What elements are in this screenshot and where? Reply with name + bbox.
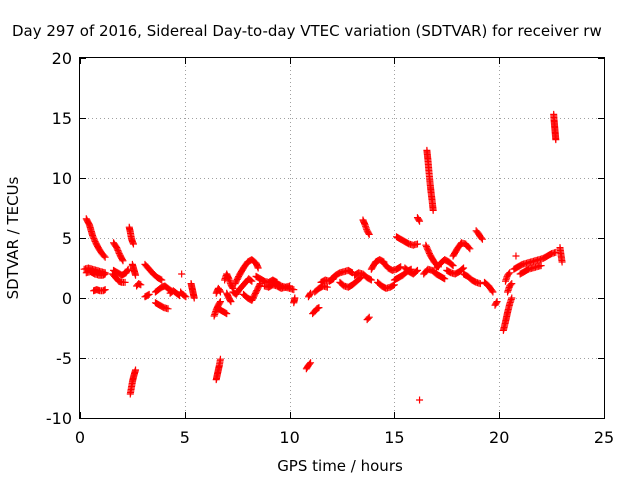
data-point (306, 360, 314, 368)
x-tick-label: 0 (75, 428, 85, 447)
data-point (505, 270, 513, 278)
data-point (101, 253, 109, 261)
data-point (290, 286, 298, 294)
data-point (323, 283, 331, 291)
x-tick-label: 15 (384, 428, 404, 447)
data-point (137, 281, 145, 289)
plot-frame (79, 57, 605, 419)
y-tick-label: 0 (62, 289, 72, 308)
data-point (101, 270, 109, 278)
data-point (100, 252, 108, 260)
data-point (182, 293, 190, 301)
data-point (119, 257, 127, 265)
data-point (512, 252, 520, 260)
data-point (228, 283, 236, 291)
data-point (488, 287, 496, 295)
data-point (441, 275, 449, 283)
data-point (429, 206, 437, 214)
data-point (537, 262, 545, 270)
y-tick-label: -5 (56, 349, 72, 368)
y-tick-label: 20 (52, 49, 72, 68)
data-point (365, 229, 373, 237)
data-point (145, 290, 153, 298)
data-point (247, 276, 255, 284)
data-point (256, 281, 264, 289)
data-point (223, 310, 231, 318)
y-tick-label: 10 (52, 169, 72, 188)
data-point (190, 294, 198, 302)
data-point (365, 230, 373, 238)
data-point (415, 216, 423, 224)
data-point (507, 281, 515, 289)
data-point (124, 266, 132, 274)
data-point (508, 280, 516, 288)
data-point (413, 240, 421, 248)
data-point (493, 298, 501, 306)
y-tick-label: 5 (62, 229, 72, 248)
data-point (449, 262, 457, 270)
data-point (365, 313, 373, 321)
data-point (315, 304, 323, 312)
axis-ticks: 0 5 10 15 20 25 -10 -5 0 5 10 15 20 (46, 49, 614, 447)
data-point (367, 276, 375, 284)
data-point (412, 267, 420, 275)
data-point (508, 294, 516, 302)
data-point (129, 240, 137, 248)
data-point (466, 245, 474, 253)
data-point (132, 271, 140, 279)
data-point (216, 299, 224, 307)
data-point (216, 298, 224, 306)
data-point (558, 258, 566, 266)
data-point (477, 234, 485, 242)
data-point (158, 276, 166, 284)
data-point (397, 263, 405, 271)
data-point (248, 277, 256, 285)
data-point (448, 261, 456, 269)
data-point (178, 270, 186, 278)
data-point (291, 294, 299, 302)
data-point (416, 396, 424, 404)
x-tick-label: 20 (489, 428, 509, 447)
y-tick-label: 15 (52, 109, 72, 128)
data-point (364, 314, 372, 322)
data-point (254, 264, 262, 272)
data-point (227, 298, 235, 306)
data-point (307, 289, 315, 297)
data-point (460, 264, 468, 272)
data-point (181, 292, 189, 300)
data-point (552, 136, 560, 144)
data-point (506, 269, 514, 277)
chart-title: Day 297 of 2016, Sidereal Day-to-day VTE… (12, 22, 602, 40)
data-point (216, 288, 224, 296)
data-point (413, 266, 421, 274)
data-point (478, 235, 486, 243)
data-point (101, 286, 109, 294)
data-point (164, 305, 172, 313)
x-tick-label: 5 (180, 428, 190, 447)
data-point (226, 296, 234, 304)
y-tick-label: -10 (46, 409, 72, 428)
data-point (306, 290, 314, 298)
data-point (121, 278, 129, 286)
data-point (132, 366, 140, 374)
data-point (118, 256, 126, 264)
data-point (465, 244, 473, 252)
x-axis-title: GPS time / hours (277, 457, 403, 475)
data-point (489, 288, 497, 296)
data-point (416, 217, 424, 225)
data-points (80, 110, 566, 404)
data-point (492, 299, 500, 307)
x-tick-label: 10 (279, 428, 299, 447)
data-point (216, 355, 224, 363)
data-point (307, 359, 315, 367)
x-tick-label: 25 (594, 428, 614, 447)
y-axis-title: SDTVAR / TECUs (4, 176, 22, 299)
data-point (459, 265, 467, 273)
grid-lines (80, 58, 604, 418)
